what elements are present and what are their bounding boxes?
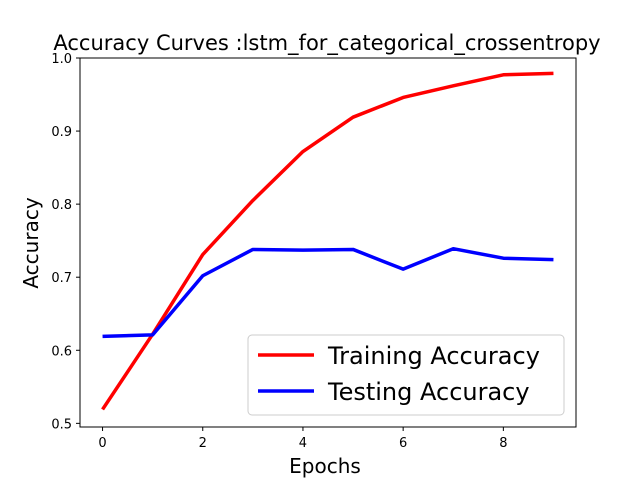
axes-frame: [79, 57, 577, 428]
x-axis: 0 2 4 6 8: [98, 427, 507, 451]
legend-box: [247, 334, 565, 416]
y-axis: 0.5 0.6 0.7 0.8 0.9 1.0: [51, 52, 80, 432]
y-tick-label: 0.9: [51, 125, 72, 140]
x-axis-title: Epochs: [289, 454, 361, 478]
legend: Training Accuracy Testing Accuracy: [247, 334, 565, 416]
x-tick-label: 6: [399, 436, 407, 451]
x-tick-label: 4: [299, 436, 307, 451]
series-line-testing: [102, 246, 554, 339]
y-tick-label: 0.6: [51, 344, 72, 359]
plot-area: [101, 71, 554, 411]
x-tick-label: 8: [499, 436, 507, 451]
y-tick-label: 0.8: [51, 198, 72, 213]
y-axis-title: Accuracy: [19, 197, 43, 288]
y-tick-label: 1.0: [51, 52, 72, 67]
y-tick-label: 0.5: [51, 417, 72, 432]
x-tick-label: 2: [199, 436, 207, 451]
y-tick-label: 0.7: [51, 271, 72, 286]
legend-label: Training Accuracy: [327, 342, 540, 370]
x-tick-label: 0: [98, 436, 106, 451]
legend-label: Testing Accuracy: [327, 378, 530, 406]
series-line-training: [101, 71, 554, 411]
chart-title: Accuracy Curves :lstm_for_categorical_cr…: [53, 31, 600, 56]
